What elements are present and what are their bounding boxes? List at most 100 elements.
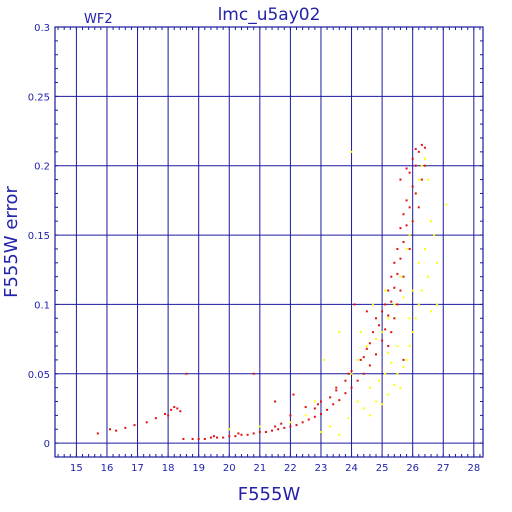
red-point (368, 342, 371, 345)
red-point (411, 157, 414, 160)
red-point (234, 435, 237, 438)
red-point (335, 386, 338, 389)
yellow-point (356, 400, 359, 403)
x-tick-label: 19 (192, 463, 205, 474)
red-point (371, 331, 374, 334)
red-point (378, 324, 381, 327)
red-point (167, 414, 170, 417)
red-point (362, 372, 365, 375)
yellow-point (359, 331, 362, 334)
red-point (381, 339, 384, 342)
red-point (237, 432, 240, 435)
yellow-point (384, 289, 387, 292)
red-point (393, 317, 396, 320)
yellow-point (417, 178, 420, 181)
yellow-point (436, 303, 439, 306)
yellow-point (396, 372, 399, 375)
red-point (173, 406, 176, 409)
red-point (212, 435, 215, 438)
yellow-point (387, 393, 390, 396)
red-point (326, 408, 329, 411)
plot-frame (54, 26, 484, 458)
yellow-point (381, 403, 384, 406)
red-point (393, 286, 396, 289)
red-point (271, 429, 274, 432)
x-tick-labels: 15 16 17 18 19 20 21 22 23 24 25 26 27 28 (70, 463, 480, 474)
y-tick-label: 0.25 (28, 92, 50, 103)
red-point (274, 400, 277, 403)
red-point (329, 396, 332, 399)
yellow-point (423, 247, 426, 250)
yellow-point (375, 400, 377, 403)
x-tick-label: 26 (406, 463, 419, 474)
red-point (301, 421, 304, 424)
yellow-point (408, 234, 411, 237)
red-point (387, 314, 390, 317)
red-point (264, 431, 267, 434)
red-point (274, 425, 277, 428)
red-point (252, 432, 255, 435)
yellow-point (436, 261, 439, 264)
yellow-point (381, 331, 384, 334)
red-point (252, 372, 255, 375)
red-point (316, 403, 319, 406)
yellow-point (430, 220, 433, 223)
red-point (353, 303, 356, 306)
yellow-point (338, 433, 341, 436)
yellow-point (405, 247, 408, 250)
x-tick-label: 21 (253, 463, 266, 474)
red-point (368, 364, 371, 367)
red-point (402, 213, 405, 216)
red-point (405, 224, 408, 227)
red-point (390, 331, 393, 334)
red-point (384, 328, 387, 331)
yellow-point (347, 417, 350, 420)
yellow-point (338, 331, 341, 334)
yellow-point (402, 365, 405, 368)
red-point (304, 406, 307, 409)
yellow-point (365, 345, 368, 348)
red-point (209, 436, 212, 439)
red-point (170, 408, 173, 411)
yellow-point (426, 275, 429, 278)
red-point (408, 206, 411, 209)
red-point (338, 399, 341, 402)
y-tick-label: 0 (44, 439, 50, 450)
red-point (124, 426, 127, 429)
yellow-point (430, 310, 433, 313)
red-point (246, 433, 249, 436)
yellow-point (426, 178, 429, 181)
red-point (390, 275, 393, 278)
red-point (319, 400, 322, 403)
yellow-point (396, 345, 399, 348)
red-point (292, 393, 295, 396)
yellow-point (362, 407, 365, 410)
y-tick-label: 0.15 (28, 231, 50, 242)
red-point (411, 220, 414, 223)
red-point (283, 426, 286, 429)
red-point (387, 289, 390, 292)
yellow-point (408, 345, 411, 348)
red-point (423, 164, 426, 167)
red-point (365, 310, 368, 313)
red-point (228, 435, 231, 438)
red-point (405, 167, 408, 170)
y-tick-label: 0.1 (34, 300, 50, 311)
red-point (335, 389, 338, 392)
yellow-point (414, 317, 417, 320)
red-point (414, 192, 417, 195)
red-point (307, 418, 310, 421)
yellow-point (417, 261, 420, 264)
x-tick-label: 15 (70, 463, 83, 474)
red-point (417, 206, 420, 209)
red-point (332, 403, 335, 406)
yellow-point (304, 414, 307, 417)
y-tick-label: 0.05 (28, 370, 50, 381)
red-point (362, 356, 365, 359)
x-tick-label: 28 (467, 463, 480, 474)
red-point (356, 379, 359, 382)
red-point (280, 422, 283, 425)
y-tick-labels: 0 0.05 0.1 0.15 0.2 0.25 0.3 (28, 23, 50, 450)
red-point (393, 261, 396, 264)
